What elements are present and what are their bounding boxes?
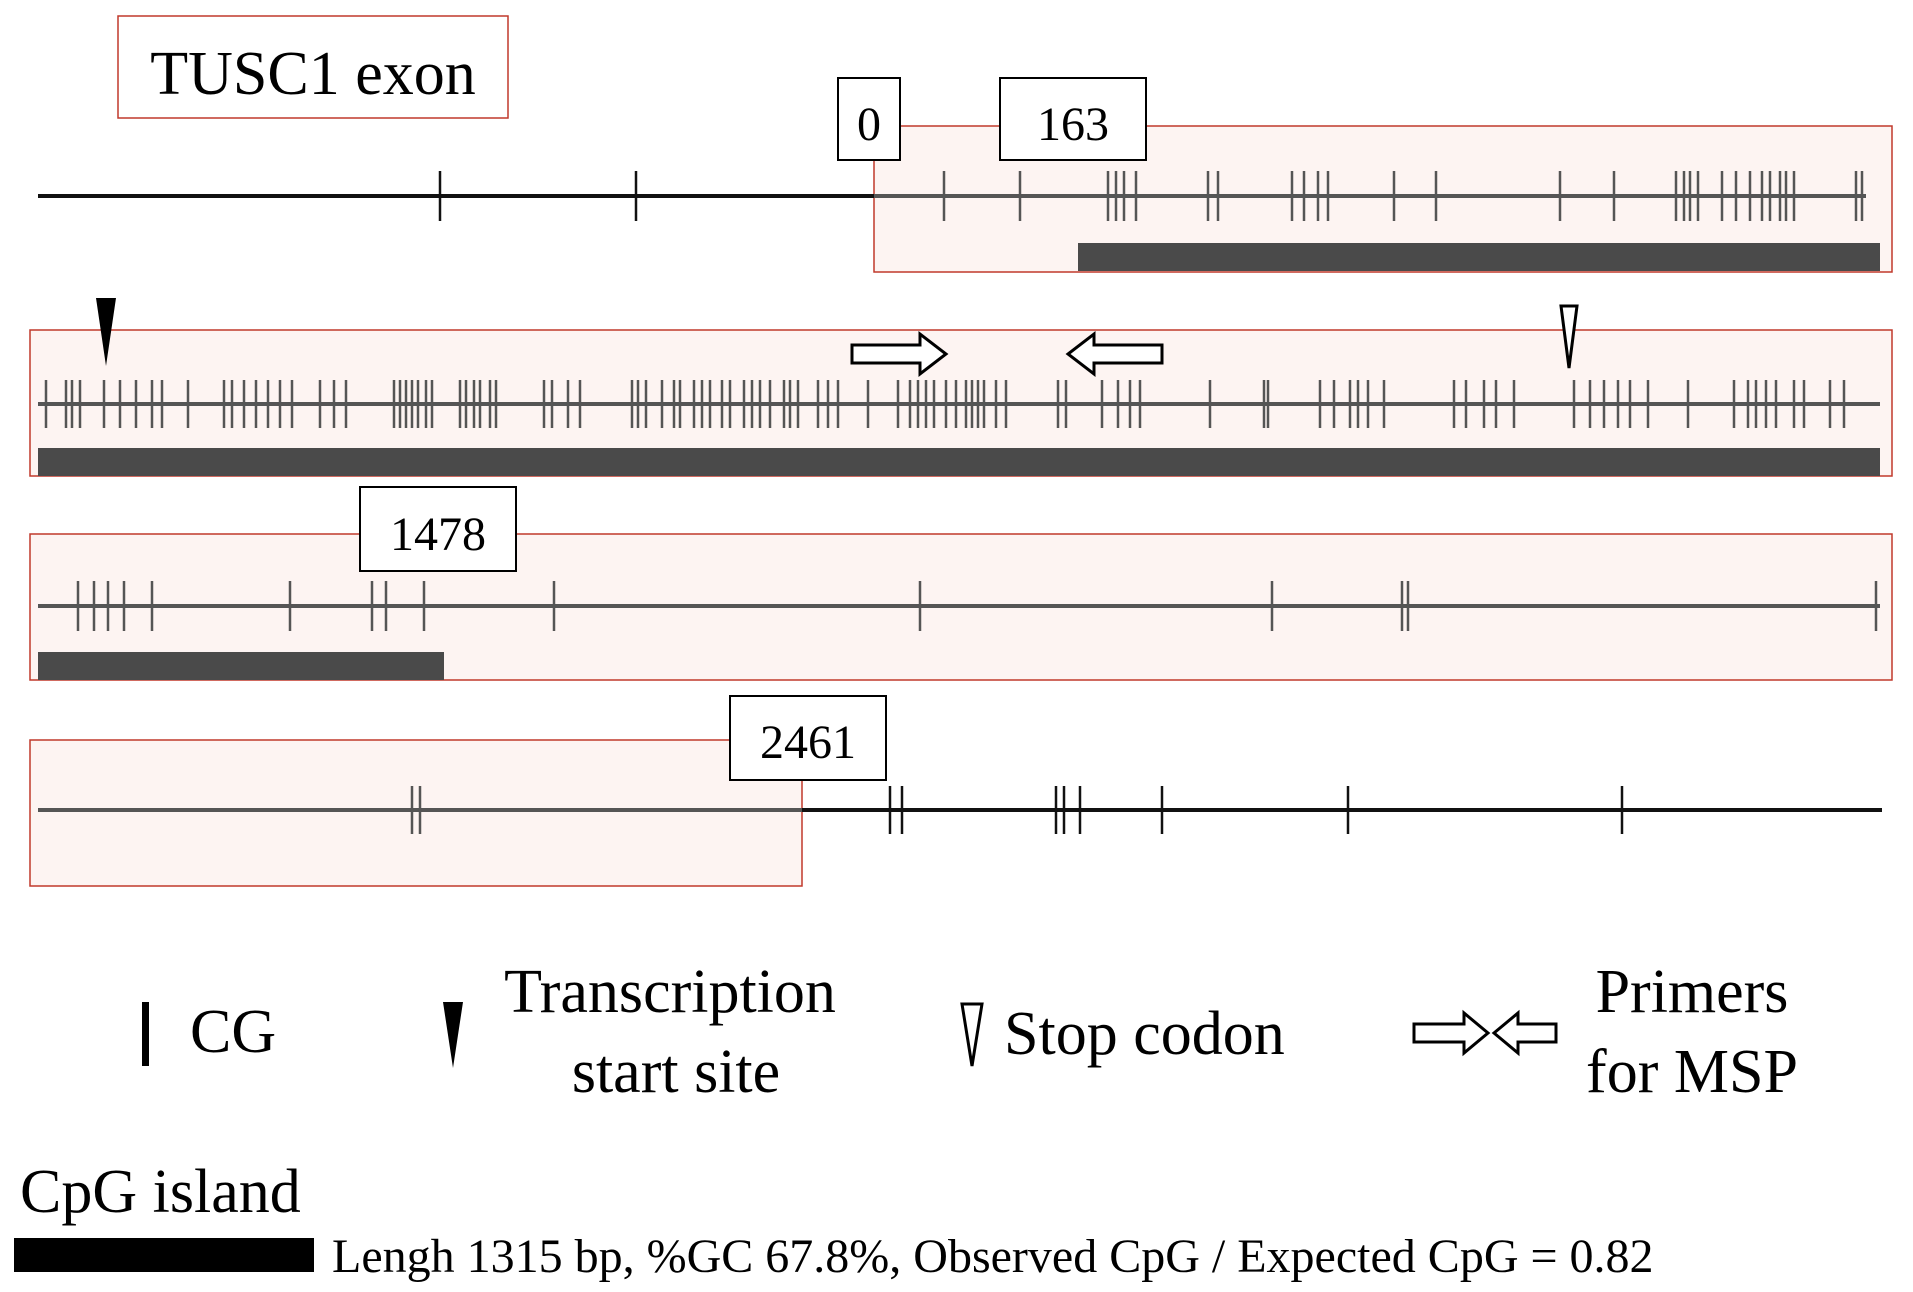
cpg-island-bar-row2 <box>38 448 1880 476</box>
legend-cpg-stats: Lengh 1315 bp, %GC 67.8%, Observed CpG /… <box>332 1230 1654 1283</box>
legend-primers-line2: for MSP <box>1586 1038 1798 1106</box>
cpg-island-bar-row1 <box>1078 243 1880 271</box>
legend: CG Transcription start site Stop codon P… <box>14 958 1798 1283</box>
legend-cpg-island-label: CpG island <box>20 1158 301 1226</box>
title-box: TUSC1 exon <box>117 15 509 119</box>
legend-tss-line1: Transcription <box>504 958 836 1026</box>
title-text: TUSC1 exon <box>150 40 476 108</box>
row-3: 1478 <box>29 486 1893 681</box>
reverse-primer-legend-icon <box>1491 1009 1558 1057</box>
legend-primers-line1: Primers <box>1596 958 1789 1026</box>
row-1: 0 163 <box>38 77 1893 273</box>
marker-0: 0 <box>857 98 881 151</box>
cg-ticks-row4 <box>410 786 1624 834</box>
row-2 <box>29 298 1893 477</box>
tss-legend-icon <box>443 1002 463 1068</box>
stop-codon-legend-icon <box>960 1002 984 1067</box>
marker-box-2461 <box>729 695 887 781</box>
marker-163: 163 <box>1037 98 1109 151</box>
forward-primer-legend-icon <box>1412 1009 1491 1057</box>
marker-2461: 2461 <box>760 716 856 769</box>
marker-box-0 <box>837 77 901 161</box>
reverse-primer-icon <box>1065 330 1164 378</box>
stop-codon-icon <box>1559 304 1579 369</box>
cg-ticks-row1 <box>438 171 1864 221</box>
cg-legend-icon <box>142 1002 149 1066</box>
legend-stop-label: Stop codon <box>1004 1000 1285 1068</box>
marker-1478: 1478 <box>390 508 486 561</box>
marker-box-1478 <box>359 486 517 572</box>
cpg-island-bar-row3 <box>38 652 444 680</box>
row-4: 2461 <box>29 695 1882 887</box>
legend-cg-label: CG <box>190 998 276 1066</box>
cg-ticks-row3 <box>76 581 1878 631</box>
transcription-start-site-icon <box>96 298 116 366</box>
cg-ticks-row2 <box>44 380 1846 428</box>
forward-primer-icon <box>850 330 949 378</box>
marker-box-163 <box>999 77 1147 161</box>
exon-region-row4 <box>29 739 803 887</box>
cpg-island-legend-bar <box>14 1238 314 1272</box>
legend-tss-line2: start site <box>572 1038 780 1106</box>
